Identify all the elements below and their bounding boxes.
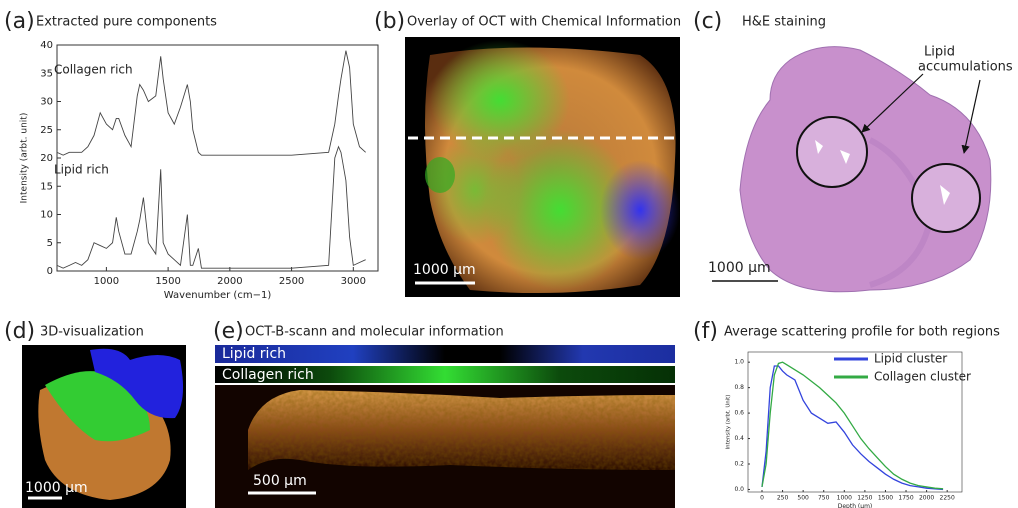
y-tick-label: 5 bbox=[47, 238, 53, 249]
legend-label: Lipid cluster bbox=[874, 352, 947, 366]
panel-label: (b) bbox=[374, 9, 405, 34]
x-tick-label: 2000 bbox=[919, 495, 934, 502]
overlay-image bbox=[405, 37, 680, 297]
series-label: Collagen rich bbox=[54, 63, 133, 77]
panel-title: H&E staining bbox=[742, 15, 826, 30]
y-tick-label: 0.8 bbox=[734, 384, 744, 391]
annotation: Lipid bbox=[924, 45, 955, 60]
y-tick-label: 0.2 bbox=[734, 461, 744, 468]
x-tick-label: 1500 bbox=[155, 276, 180, 287]
x-tick-label: 750 bbox=[818, 495, 830, 502]
x-tick-label: 1250 bbox=[857, 495, 872, 502]
bar-label: Lipid rich bbox=[222, 346, 286, 362]
bar-label: Collagen rich bbox=[222, 367, 314, 383]
panel-title: 3D-visualization bbox=[40, 325, 144, 340]
x-axis-label: Wavenumber (cm−1) bbox=[164, 290, 272, 301]
x-axis-label: Depth (μm) bbox=[838, 503, 873, 508]
y-axis-label: Intensity (arbt. unit) bbox=[20, 113, 30, 204]
x-tick-label: 1500 bbox=[878, 495, 893, 502]
y-tick-label: 0.6 bbox=[734, 410, 744, 417]
y-tick-label: 0.4 bbox=[734, 435, 744, 442]
x-tick-label: 250 bbox=[777, 495, 789, 502]
panel-label: (e) bbox=[213, 319, 244, 344]
panel-title: Extracted pure components bbox=[36, 15, 217, 30]
y-tick-label: 20 bbox=[40, 153, 53, 164]
x-tick-label: 1000 bbox=[94, 276, 119, 287]
y-tick-label: 15 bbox=[40, 181, 53, 192]
he-image bbox=[712, 47, 991, 292]
x-tick-label: 2250 bbox=[940, 495, 955, 502]
panel-label: (c) bbox=[693, 9, 722, 34]
y-tick-label: 1.0 bbox=[734, 359, 744, 366]
x-tick-label: 1000 bbox=[837, 495, 852, 502]
scale-bar-label: 1000 μm bbox=[708, 260, 771, 276]
scale-bar-label: 500 μm bbox=[253, 473, 307, 489]
x-tick-label: 0 bbox=[760, 495, 764, 502]
figure: (a) Extracted pure components (b) Overla… bbox=[0, 0, 1018, 508]
panel-title: OCT-B-scann and molecular information bbox=[245, 325, 504, 340]
data-line bbox=[762, 366, 943, 489]
x-tick-label: 500 bbox=[797, 495, 809, 502]
x-tick-label: 3000 bbox=[341, 276, 366, 287]
y-tick-label: 0 bbox=[47, 266, 53, 277]
scale-bar-label: 1000 μm bbox=[413, 262, 476, 278]
panel-title: Average scattering profile for both regi… bbox=[724, 325, 1000, 340]
y-axis-label: Intensity (arbt. Unit) bbox=[726, 395, 732, 450]
x-tick-label: 1750 bbox=[898, 495, 913, 502]
x-tick-label: 2000 bbox=[217, 276, 242, 287]
y-tick-label: 25 bbox=[40, 125, 53, 136]
panel-label: (f) bbox=[693, 319, 718, 344]
y-tick-label: 40 bbox=[40, 40, 53, 51]
y-tick-label: 30 bbox=[40, 97, 53, 108]
panel-label: (a) bbox=[4, 9, 35, 34]
x-tick-label: 2500 bbox=[279, 276, 304, 287]
legend-label: Collagen cluster bbox=[874, 370, 971, 384]
panel-title: Overlay of OCT with Chemical Information bbox=[407, 15, 681, 30]
scale-bar-label: 1000 μm bbox=[25, 480, 88, 496]
y-tick-label: 0.0 bbox=[734, 486, 744, 493]
y-tick-label: 10 bbox=[40, 210, 53, 221]
series-label: Lipid rich bbox=[54, 163, 109, 177]
annotation: accumulations bbox=[918, 60, 1013, 75]
panel-label: (d) bbox=[4, 319, 35, 344]
y-tick-label: 35 bbox=[40, 68, 53, 79]
